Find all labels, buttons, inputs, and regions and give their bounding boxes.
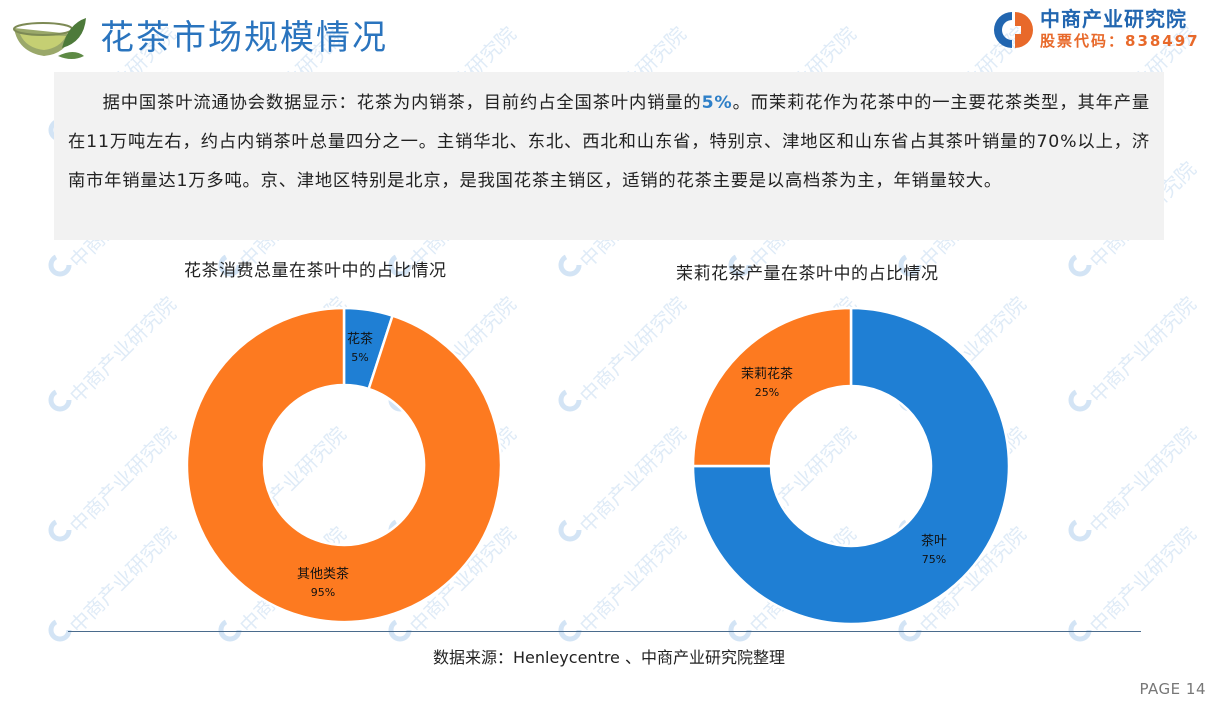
label-pct: 75% <box>921 553 947 566</box>
page-title: 花茶市场规模情况 <box>100 18 388 58</box>
footer-divider <box>68 631 1141 632</box>
brand-logo: 中商产业研究院 股票代码：838497 <box>990 6 1210 54</box>
chart2-slice-tea[interactable] <box>692 307 1010 625</box>
label-pct: 95% <box>310 586 336 599</box>
chart2-donut <box>692 307 1010 625</box>
chart2-title: 茉莉花茶产量在茶叶中的占比情况 <box>676 264 939 284</box>
data-source: 数据来源：Henleycentre 、中商产业研究院整理 <box>433 648 785 667</box>
label-name: 茉莉花茶 <box>740 367 794 382</box>
chart2-label-tea: 茶叶 75% <box>921 532 947 568</box>
chart1-donut <box>186 307 502 623</box>
chart2-slice-jasmine[interactable] <box>692 307 853 468</box>
zhongshang-logo-icon <box>994 12 1033 48</box>
label-name: 其他类茶 <box>296 567 350 582</box>
label-pct: 5% <box>351 351 369 364</box>
page-number: PAGE 14 <box>1139 680 1206 698</box>
intro-highlight: 5% <box>701 93 733 113</box>
label-name: 茶叶 <box>920 534 948 549</box>
intro-text-1: 据中国茶叶流通协会数据显示：花茶为内销茶，目前约占全国茶叶内销量的 <box>102 93 702 113</box>
stock-code: 股票代码：838497 <box>1040 32 1200 50</box>
label-pct: 25% <box>754 386 780 399</box>
brand-name: 中商产业研究院 <box>1040 7 1187 31</box>
intro-text-2: 。而茉莉花作为花茶中的一主要花茶类型，其年产量在11万吨左右，约占内销茶叶总量四… <box>68 93 1150 191</box>
chart1-slice-other[interactable] <box>186 307 502 623</box>
chart1-label-huacha: 花茶 5% <box>347 330 373 366</box>
label-name: 花茶 <box>346 332 374 347</box>
chart1-label-other: 其他类茶 95% <box>297 565 349 601</box>
intro-paragraph: 据中国茶叶流通协会数据显示：花茶为内销茶，目前约占全国茶叶内销量的5%。而茉莉花… <box>68 84 1150 201</box>
chart1-title: 花茶消费总量在茶叶中的占比情况 <box>184 261 447 281</box>
tea-cup-leaf-icon <box>13 18 86 59</box>
intro-box: 据中国茶叶流通协会数据显示：花茶为内销茶，目前约占全国茶叶内销量的5%。而茉莉花… <box>54 72 1164 240</box>
chart2-label-jasmine: 茉莉花茶 25% <box>741 365 793 401</box>
